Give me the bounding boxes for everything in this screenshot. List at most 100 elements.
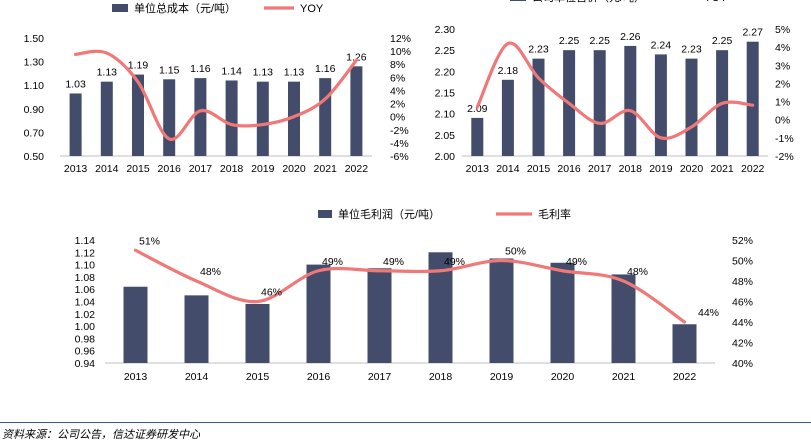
chart2-bar: [685, 58, 698, 157]
chart3-y-tick: 1.08: [75, 272, 96, 284]
chart1-bar: [319, 78, 332, 156]
chart2-y-tick: 2.15: [435, 88, 456, 100]
chart3-y2-tick: 44%: [732, 317, 753, 329]
chart3-x-tick: 2015: [246, 371, 270, 383]
source-divider: [0, 422, 811, 423]
chart2-x-tick: 2020: [680, 163, 704, 175]
chart2-series-line: [475, 41, 755, 141]
chart1-x-tick: 2015: [126, 163, 150, 175]
chart1-x-tick: 2017: [189, 163, 213, 175]
chart3-legend-bar-swatch: [318, 210, 332, 218]
chart3-bar: [306, 264, 331, 363]
chart1-y2-tick: -2%: [390, 125, 409, 137]
chart1-y2-tick: 4%: [390, 85, 405, 97]
chart1-x-tick: 2019: [251, 163, 275, 175]
chart2-bar-label: 2.23: [681, 44, 702, 56]
chart2-legend-line-label: YOY: [704, 0, 728, 4]
chart3-x-tick: 2017: [368, 371, 392, 383]
chart1-y2-tick: 10%: [390, 46, 411, 58]
chart3-bar: [245, 303, 270, 363]
chart3-x-tick: 2021: [612, 371, 636, 383]
chart1-y2-tick: 0%: [390, 112, 405, 124]
chart3-line-label: 49%: [383, 256, 404, 268]
chart3-line-label: 49%: [566, 256, 587, 268]
chart1-bar-label: 1.16: [315, 63, 336, 75]
chart3-y-tick: 0.98: [75, 333, 96, 345]
chart1-y2-tick: 8%: [390, 59, 405, 71]
chart2-y2-tick: 2%: [775, 78, 790, 90]
chart2-y-tick: 2.20: [435, 66, 456, 78]
chart3-y-tick: 1.06: [75, 284, 96, 296]
chart1-x-tick: 2018: [220, 163, 244, 175]
chart3-bar: [611, 274, 636, 363]
chart3-y-tick: 1.12: [75, 247, 96, 259]
chart2-y-tick: 2.05: [435, 130, 456, 142]
chart1-bar: [225, 80, 238, 156]
chart3-bar: [672, 324, 697, 363]
chart3-bar: [550, 262, 575, 363]
chart2-bar: [471, 117, 484, 156]
chart1-y2-tick: -4%: [390, 138, 409, 150]
chart3-y-tick: 0.94: [75, 358, 96, 370]
chart1-bar: [194, 78, 207, 156]
chart1-bar-label: 1.15: [159, 64, 180, 76]
chart2-bar: [501, 79, 514, 156]
chart1-bar-label: 1.03: [65, 78, 86, 90]
chart1-legend-line-label: YOY: [300, 3, 324, 15]
chart2-bar-label: 2.18: [498, 65, 519, 77]
chart2-y-tick: 2.25: [435, 45, 456, 57]
chart2-group: 2.30 2.25 2.20 2.15 2.10 2.05 2.00 5% 4% 3% 2% 1% 0%…: [435, 0, 794, 175]
chart2-bar-label: 2.09: [467, 103, 488, 115]
chart2-bar-label: 2.25: [712, 35, 733, 47]
chart2-legend-bar-swatch: [510, 0, 526, 1]
chart1-x-tick: 2016: [158, 163, 182, 175]
chart3-line-label: 48%: [200, 266, 221, 278]
chart1-bar: [256, 81, 269, 156]
chart3-line-label: 51%: [139, 235, 160, 247]
chart2-y2-tick: 0%: [775, 115, 790, 127]
chart2-y-tick: 2.00: [435, 151, 456, 163]
chart1-y-tick: 1.10: [24, 80, 45, 92]
chart2-y2-tick: 4%: [775, 42, 790, 54]
chart2-legend-bar-label: 公司单位售价（元/吨）: [532, 0, 645, 4]
chart3-y2-tick: 52%: [732, 235, 753, 247]
chart2-bar: [746, 41, 759, 157]
chart1-y-tick: 0.90: [24, 104, 45, 116]
chart2-x-tick: 2019: [649, 163, 673, 175]
chart2-bar: [593, 50, 606, 156]
chart3-bar: [489, 258, 514, 363]
chart1-x-tick: 2022: [345, 163, 369, 175]
chart2-x-tick: 2015: [527, 163, 551, 175]
chart3-y-tick: 1.10: [75, 260, 96, 272]
chart2-x-tick: 2016: [557, 163, 581, 175]
chart2-y2-tick: 1%: [775, 97, 790, 109]
chart2-y-tick: 2.10: [435, 109, 456, 121]
chart1-series-line: [74, 49, 358, 141]
chart2-x-tick: 2013: [466, 163, 490, 175]
chart1-bar: [132, 74, 144, 156]
chart2-bar: [654, 54, 667, 156]
chart3-line-label: 50%: [505, 246, 526, 258]
chart1-x-tick: 2021: [314, 163, 338, 175]
chart2-x-tick: 2014: [496, 163, 520, 175]
chart3-bar: [123, 286, 148, 363]
chart1-x-tick: 2014: [95, 163, 119, 175]
chart1-bar-label: 1.19: [128, 60, 149, 72]
chart1-y2-tick: 2%: [390, 99, 405, 111]
chart3-line-label: 49%: [444, 256, 465, 268]
chart1-bar: [163, 79, 176, 156]
chart3-bar: [184, 295, 209, 363]
chart2-x-tick: 2017: [588, 163, 612, 175]
chart3-line-label: 48%: [627, 266, 648, 278]
chart3-y2-tick: 42%: [732, 338, 753, 350]
chart1-legend-bar-swatch: [112, 4, 128, 12]
chart3-x-tick: 2018: [429, 371, 453, 383]
chart3-x-tick: 2019: [490, 371, 514, 383]
chart2-y-tick: 2.30: [435, 24, 456, 36]
chart2-x-tick: 2018: [619, 163, 643, 175]
chart2-bar-label: 2.23: [528, 44, 549, 56]
chart1-bar: [100, 81, 113, 156]
chart3-legend-line-label: 毛利率: [538, 207, 571, 221]
chart2-y2-tick: -2%: [775, 151, 794, 163]
chart3-y2-tick: 48%: [732, 276, 753, 288]
